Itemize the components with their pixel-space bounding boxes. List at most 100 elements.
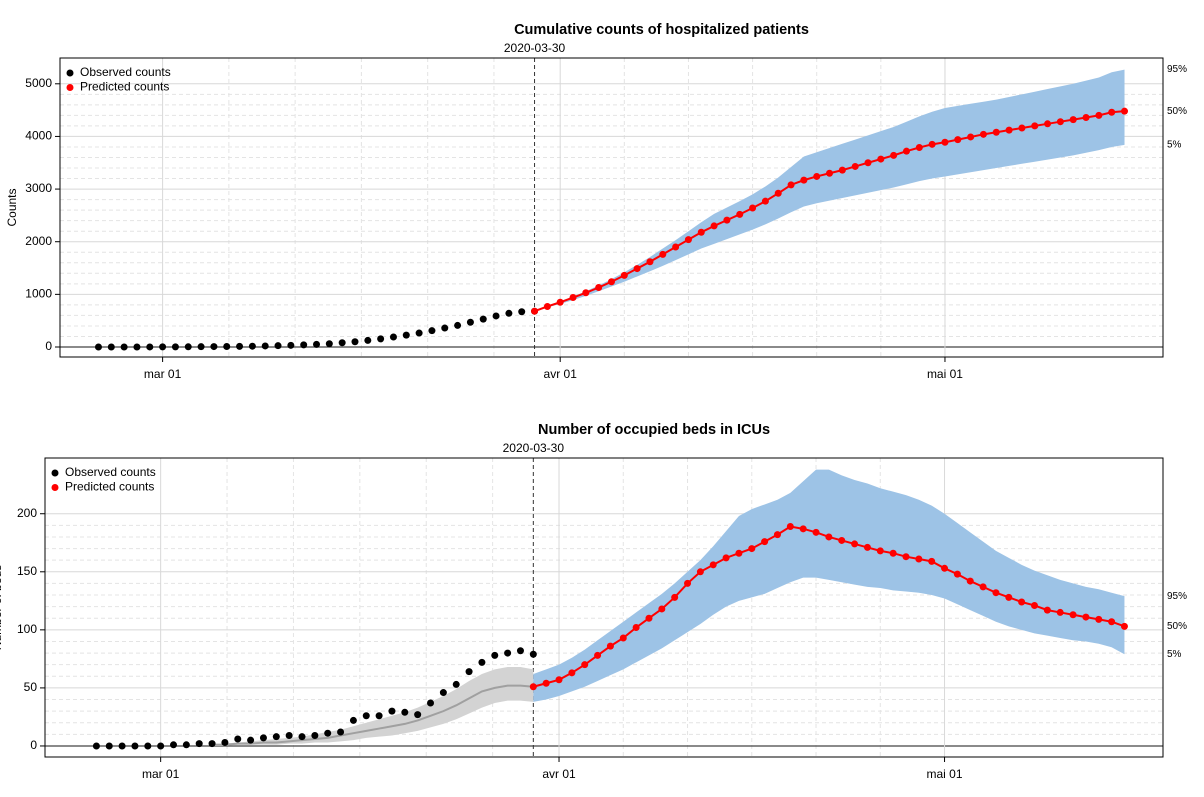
- point: [402, 331, 410, 339]
- point: [311, 732, 319, 740]
- point: [324, 729, 332, 737]
- point: [439, 689, 447, 697]
- legend-marker: [51, 469, 59, 477]
- y-tick-label: 100: [17, 622, 37, 636]
- point: [979, 583, 987, 591]
- quantile-label: 5%: [1167, 139, 1182, 150]
- point: [684, 236, 692, 244]
- point: [377, 335, 385, 343]
- point: [107, 343, 115, 351]
- band: [534, 69, 1125, 312]
- point: [414, 711, 422, 719]
- legend-label: Observed counts: [80, 65, 171, 79]
- point: [362, 712, 370, 720]
- point: [210, 343, 218, 351]
- point: [864, 159, 872, 167]
- y-tick-label: 2000: [25, 234, 52, 248]
- point: [144, 742, 152, 750]
- point: [581, 661, 589, 669]
- point: [863, 543, 871, 551]
- y-tick-label: 0: [30, 738, 37, 752]
- point: [928, 557, 936, 565]
- point: [902, 553, 910, 561]
- point: [259, 734, 267, 742]
- point: [375, 712, 383, 720]
- point: [606, 642, 614, 650]
- legend-marker: [66, 69, 74, 77]
- legend-marker: [66, 84, 74, 91]
- point: [195, 740, 203, 748]
- reference-label: 2020-03-30: [504, 41, 566, 55]
- x-tick-label: mai 01: [927, 767, 963, 781]
- point: [1030, 601, 1038, 609]
- point: [595, 284, 603, 292]
- point: [1018, 598, 1026, 606]
- point: [838, 536, 846, 544]
- point: [582, 289, 590, 297]
- point: [208, 740, 216, 748]
- quantile-label: 50%: [1167, 106, 1187, 117]
- legend-label: Observed counts: [65, 465, 156, 479]
- point: [313, 340, 321, 348]
- point: [800, 176, 808, 184]
- point: [851, 540, 859, 548]
- point: [979, 130, 987, 138]
- point: [146, 343, 154, 351]
- point: [813, 172, 821, 180]
- point: [633, 265, 641, 273]
- y-axis-label: Number of beds: [0, 565, 4, 650]
- point: [298, 733, 306, 741]
- point: [182, 741, 190, 749]
- point: [300, 341, 308, 349]
- chart-title: Cumulative counts of hospitalized patien…: [514, 22, 809, 38]
- point: [1018, 124, 1026, 132]
- point: [171, 343, 179, 351]
- point: [954, 136, 962, 144]
- point: [338, 339, 346, 347]
- quantile-label: 95%: [1167, 64, 1187, 75]
- plot-frame: [44, 457, 1164, 758]
- point: [619, 634, 627, 642]
- y-tick-label: 4000: [25, 129, 52, 143]
- point: [364, 336, 372, 344]
- point: [388, 707, 396, 715]
- point: [287, 341, 295, 349]
- y-tick-label: 5000: [25, 76, 52, 90]
- point: [774, 189, 782, 197]
- point: [928, 140, 936, 148]
- point: [568, 669, 576, 677]
- point: [1043, 606, 1051, 614]
- point: [492, 312, 500, 320]
- point: [518, 308, 526, 316]
- point: [773, 531, 781, 539]
- point: [516, 647, 524, 655]
- point: [543, 302, 551, 310]
- point: [197, 343, 205, 351]
- point: [465, 668, 473, 676]
- point: [915, 143, 923, 151]
- point: [1005, 593, 1013, 601]
- point: [1095, 615, 1103, 623]
- point: [1031, 122, 1039, 130]
- point: [569, 294, 577, 302]
- point: [285, 732, 293, 740]
- legend-label: Predicted counts: [65, 480, 154, 494]
- point: [890, 151, 898, 159]
- quantile-label: 50%: [1167, 621, 1187, 632]
- x-tick-label: mar 01: [144, 367, 182, 381]
- y-tick-label: 0: [45, 339, 52, 353]
- point: [454, 321, 462, 329]
- point: [761, 538, 769, 546]
- y-tick-label: 1000: [25, 287, 52, 301]
- point: [748, 545, 756, 553]
- point: [594, 651, 602, 659]
- line: [212, 684, 534, 746]
- point: [966, 577, 974, 585]
- point: [236, 342, 244, 350]
- point: [1044, 120, 1052, 128]
- point: [261, 342, 269, 350]
- point: [851, 162, 859, 170]
- point: [876, 547, 884, 555]
- point: [709, 561, 717, 569]
